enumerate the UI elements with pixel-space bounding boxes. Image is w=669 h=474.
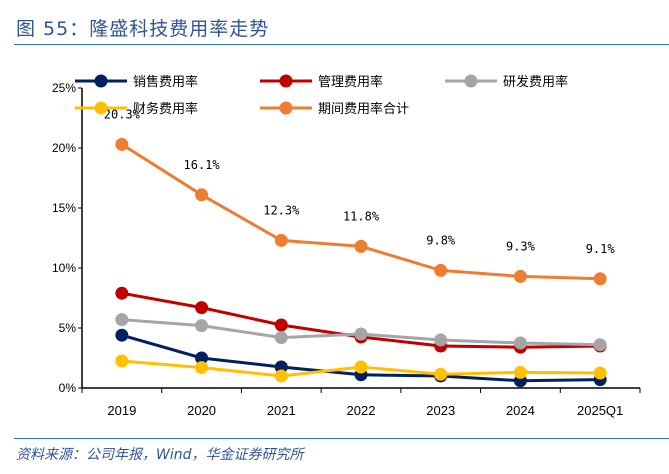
data-point [274, 360, 288, 374]
legend-label: 财务费用率 [133, 101, 198, 117]
x-tick-label: 2025Q1 [577, 403, 623, 418]
y-tick-label: 10% [52, 261, 76, 275]
legend-label: 研发费用率 [503, 74, 568, 90]
x-tick-label: 2021 [267, 403, 296, 418]
data-point [115, 328, 129, 342]
data-label: 16.1% [184, 158, 221, 172]
data-label: 9.1% [586, 242, 616, 256]
data-point [434, 333, 448, 347]
data-label: 12.3% [263, 203, 300, 217]
data-point [115, 354, 129, 368]
data-point [434, 263, 448, 277]
footer-divider [14, 438, 669, 439]
data-point [274, 331, 288, 345]
x-tick-label: 2024 [506, 403, 535, 418]
data-point [195, 351, 209, 365]
data-point [115, 137, 129, 151]
data-label: 9.8% [426, 233, 456, 247]
data-point [195, 361, 209, 375]
data-point [195, 319, 209, 333]
y-tick-label: 0% [59, 381, 77, 395]
y-tick-label: 5% [59, 321, 77, 335]
legend-label: 管理费用率 [318, 74, 383, 90]
data-point [593, 338, 607, 352]
legend-label: 销售费用率 [133, 74, 198, 90]
title-divider [14, 44, 669, 45]
x-tick-label: 2022 [347, 403, 376, 418]
data-point [434, 367, 448, 381]
x-tick-label: 2023 [426, 403, 455, 418]
source-note: 资料来源：公司年报，Wind，华金证券研究所 [16, 447, 304, 463]
x-tick-label: 2019 [107, 403, 136, 418]
data-point [513, 336, 527, 350]
legend-swatch-marker [94, 74, 108, 88]
data-point [354, 239, 368, 253]
legend-swatch-marker [94, 101, 108, 115]
data-point [274, 233, 288, 247]
data-point [195, 188, 209, 202]
legend-swatch-marker [464, 74, 478, 88]
data-point [354, 327, 368, 341]
y-tick-label: 25% [52, 81, 76, 95]
data-point [593, 272, 607, 286]
data-point [513, 365, 527, 379]
y-tick-label: 20% [52, 141, 76, 155]
data-point [354, 360, 368, 374]
figure-title: 图 55：隆盛科技费用率走势 [16, 18, 270, 40]
data-point [274, 369, 288, 383]
data-label: 11.8% [343, 209, 380, 223]
data-label: 20.3% [104, 107, 141, 121]
data-point [195, 301, 209, 315]
legend-label: 期间费用率合计 [318, 101, 409, 117]
data-point [115, 313, 129, 327]
data-label: 9.3% [506, 239, 536, 253]
data-point [115, 286, 129, 300]
legend-swatch-marker [279, 101, 293, 115]
data-point [593, 366, 607, 380]
data-point [513, 269, 527, 283]
y-tick-label: 15% [52, 201, 76, 215]
line-chart: 0% 5% 10% 15% 20% 25% 2019 2020 2021 2022 2023 2024… [52, 74, 641, 418]
legend-swatch-marker [279, 74, 293, 88]
data-point [274, 318, 288, 332]
x-tick-label: 2020 [187, 403, 216, 418]
